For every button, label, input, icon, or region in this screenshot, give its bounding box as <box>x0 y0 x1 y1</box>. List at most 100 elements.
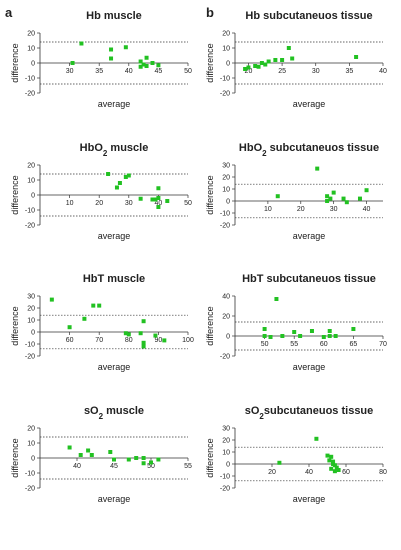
data-point <box>277 460 282 465</box>
data-point <box>351 327 356 331</box>
data-point <box>325 194 330 199</box>
x-tick-label: 50 <box>184 68 192 75</box>
y-tick-label: 20 <box>222 314 230 321</box>
y-tick-label: 10 <box>27 441 35 448</box>
x-tick-label: 30 <box>66 68 74 75</box>
data-point <box>141 461 146 466</box>
y-tick-label: 40 <box>222 294 230 301</box>
data-point <box>123 175 128 179</box>
y-tick-label: -20 <box>220 354 230 361</box>
data-point <box>253 64 258 68</box>
x-tick-label: 80 <box>379 469 387 476</box>
data-point <box>329 454 334 459</box>
x-tick-label: 40 <box>379 68 387 75</box>
data-point <box>89 453 94 457</box>
data-point <box>156 186 161 191</box>
y-tick-label: 30 <box>222 163 230 170</box>
data-point <box>126 173 131 178</box>
data-point <box>341 196 346 201</box>
data-point <box>126 332 131 337</box>
data-point <box>109 47 114 52</box>
x-tick-label: 55 <box>290 341 298 348</box>
chart-panel-3: HbT muscle -20 -10 0 10 20 30 60 70 80 90 100 averag… <box>10 273 194 372</box>
data-point <box>153 333 158 338</box>
data-point <box>134 456 139 460</box>
x-tick-label: 35 <box>95 68 103 75</box>
x-tick-label: 50 <box>147 463 155 470</box>
x-axis-label: average <box>293 231 326 241</box>
data-point <box>321 335 326 339</box>
x-tick-label: 70 <box>379 341 387 348</box>
y-tick-label: 20 <box>27 306 35 313</box>
chart-title: HbO2 subcutaneuos tissue <box>239 142 379 158</box>
data-point <box>117 181 122 185</box>
chart-title: Hb subcutaneuos tissue <box>245 10 372 22</box>
data-point <box>246 65 251 70</box>
x-tick-label: 30 <box>330 206 338 213</box>
data-point <box>314 436 319 441</box>
y-axis-label: difference <box>205 175 215 214</box>
y-tick-label: -10 <box>25 208 35 215</box>
x-axis-label: average <box>98 231 131 241</box>
data-point <box>144 64 149 68</box>
data-point <box>141 319 146 324</box>
data-point <box>325 199 330 203</box>
data-point <box>114 185 119 190</box>
x-tick-label: 65 <box>350 341 358 348</box>
y-tick-label: 30 <box>222 426 230 433</box>
x-tick-label: 60 <box>66 337 74 344</box>
y-tick-label: -20 <box>25 354 35 361</box>
x-axis-label: average <box>98 99 131 109</box>
y-tick-label: -10 <box>25 471 35 478</box>
data-point <box>263 62 268 67</box>
y-axis-label: difference <box>205 43 215 82</box>
y-tick-label: 30 <box>27 294 35 301</box>
chart-panel-5: Hb subcutaneuos tissue -20 -10 0 10 20 20 25 30 3… <box>205 10 387 109</box>
data-point <box>298 334 303 338</box>
data-point <box>357 196 362 201</box>
data-point <box>138 331 143 336</box>
data-point <box>67 445 72 450</box>
y-tick-label: -20 <box>220 91 230 98</box>
x-tick-label: 40 <box>155 200 163 207</box>
data-point <box>274 297 279 301</box>
y-tick-label: -20 <box>25 223 35 230</box>
y-tick-label: 0 <box>31 61 35 68</box>
chart-panel-2: HbO2 muscle -20 -10 0 10 20 10 20 30 40 50 average d… <box>10 142 192 241</box>
x-tick-label: 40 <box>73 463 81 470</box>
data-point <box>256 64 261 69</box>
data-point <box>162 338 167 343</box>
x-tick-label: 20 <box>245 68 253 75</box>
chart-title: Hb muscle <box>86 10 142 22</box>
x-tick-label: 35 <box>345 68 353 75</box>
y-tick-label: -10 <box>25 342 35 349</box>
chart-panel-6: HbO2 subcutaneuos tissue -20 -10 0 10 20 30 10 2… <box>205 142 383 241</box>
y-tick-label: 10 <box>27 318 35 325</box>
data-point <box>327 334 332 338</box>
data-point <box>141 456 146 460</box>
data-point <box>315 166 320 171</box>
y-tick-label: 20 <box>222 438 230 445</box>
data-point <box>262 327 267 331</box>
x-tick-label: 20 <box>297 206 305 213</box>
data-point <box>138 64 143 69</box>
chart-panel-4: sO2 muscle -20 -10 0 10 20 40 45 50 55 average diff… <box>10 405 192 504</box>
y-tick-label: 20 <box>222 31 230 38</box>
x-tick-label: 40 <box>305 469 313 476</box>
y-axis-label: difference <box>10 306 20 345</box>
data-point <box>290 56 295 61</box>
y-tick-label: 10 <box>222 46 230 53</box>
data-point <box>153 197 158 202</box>
data-point <box>275 194 280 199</box>
y-tick-label: 10 <box>222 450 230 457</box>
data-point <box>332 469 337 474</box>
y-tick-label: 10 <box>27 178 35 185</box>
data-point <box>333 334 338 338</box>
y-tick-label: 0 <box>226 334 230 341</box>
x-tick-label: 60 <box>320 341 328 348</box>
data-point <box>70 61 75 65</box>
x-tick-label: 10 <box>66 200 74 207</box>
y-tick-label: 20 <box>222 175 230 182</box>
data-point <box>67 325 72 330</box>
